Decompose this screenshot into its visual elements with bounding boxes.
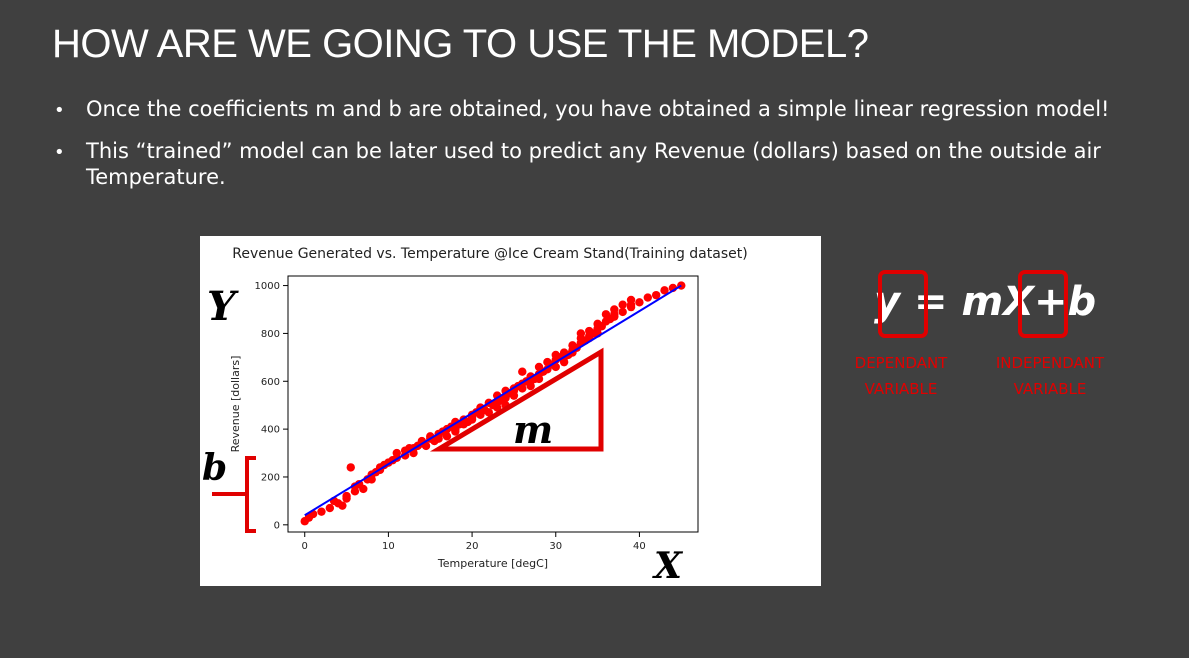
y-tick-label: 600	[261, 377, 280, 388]
data-point	[651, 290, 661, 300]
dependant-label-line2: VARIABLE	[864, 380, 938, 398]
x-highlight-box	[1018, 270, 1068, 338]
equation-text: y = mX+b	[874, 279, 1097, 325]
y-axis-label: Revenue [dollars]	[229, 356, 242, 453]
data-point	[346, 463, 355, 472]
data-point	[392, 448, 401, 458]
data-point	[367, 475, 376, 484]
data-point	[484, 408, 494, 417]
data-point	[492, 403, 502, 412]
x-annotation-letter: X	[652, 545, 684, 586]
bullet-text: Once the coefficients m and b are obtain…	[86, 97, 1110, 121]
data-point	[618, 300, 627, 309]
regression-line	[304, 284, 682, 517]
data-point	[551, 362, 560, 372]
slope-triangle	[429, 347, 604, 452]
y-highlight-box	[878, 270, 928, 338]
x-tick-label: 40	[633, 541, 646, 552]
data-point	[626, 300, 636, 309]
scatter-chart: Revenue Generated vs. Temperature @Ice C…	[200, 236, 821, 586]
x-tick-label: 30	[549, 541, 562, 552]
data-point	[451, 427, 460, 436]
bullet-text: This “trained” model can be later used t…	[86, 139, 1101, 189]
regression-equation: y = mX+b	[874, 268, 1134, 340]
slide-title: HOW ARE WE GOING TO USE THE MODEL?	[52, 22, 869, 66]
dependant-label-line1: DEPENDANT	[854, 354, 948, 372]
x-tick-label: 0	[302, 541, 308, 552]
y-tick-label: 200	[261, 472, 280, 483]
data-point	[350, 487, 360, 496]
data-point	[610, 310, 619, 319]
data-point	[543, 357, 552, 367]
m-annotation-letter: m	[513, 407, 553, 452]
data-point	[643, 293, 652, 302]
dependant-variable-label: DEPENDANT VARIABLE	[838, 350, 964, 402]
x-tick-label: 10	[382, 541, 395, 552]
bullet-list: • Once the coefficients m and b are obta…	[40, 96, 1170, 206]
bullet-marker: •	[54, 142, 65, 163]
y-tick-label: 1000	[255, 281, 280, 292]
data-point	[442, 432, 452, 441]
data-point	[660, 286, 669, 295]
data-point	[325, 503, 335, 513]
data-point	[338, 501, 347, 510]
data-point	[317, 507, 326, 516]
data-point	[342, 494, 351, 503]
data-point	[576, 334, 586, 343]
regression-line-group	[304, 284, 682, 517]
x-axis-label: Temperature [degC]	[437, 557, 548, 570]
independant-label-line2: VARIABLE	[1013, 380, 1087, 398]
data-point	[459, 420, 468, 429]
plot-frame	[287, 275, 699, 533]
data-point	[618, 307, 627, 317]
intercept-brace	[212, 456, 256, 533]
data-point	[551, 350, 560, 360]
data-point	[518, 367, 527, 376]
bullet-marker: •	[54, 100, 65, 121]
data-point	[635, 298, 644, 307]
data-point	[354, 479, 364, 489]
y-tick-label: 800	[261, 329, 280, 340]
data-point	[534, 374, 544, 384]
y-annotation-letter: Y	[207, 283, 239, 330]
chart-title: Revenue Generated vs. Temperature @Ice C…	[232, 246, 747, 262]
x-tick-label: 20	[466, 541, 479, 552]
bullet-item: • This “trained” model can be later used…	[40, 138, 1170, 190]
independant-variable-label: INDEPENDANT VARIABLE	[977, 350, 1123, 402]
y-tick-label: 400	[261, 425, 280, 436]
data-point	[585, 331, 594, 341]
independant-label-line1: INDEPENDANT	[995, 354, 1105, 372]
bullet-item: • Once the coefficients m and b are obta…	[40, 96, 1170, 122]
y-tick-label: 0	[274, 520, 280, 531]
chart-svg: Revenue Generated vs. Temperature @Ice C…	[202, 246, 748, 586]
b-annotation-letter: b	[202, 447, 227, 489]
